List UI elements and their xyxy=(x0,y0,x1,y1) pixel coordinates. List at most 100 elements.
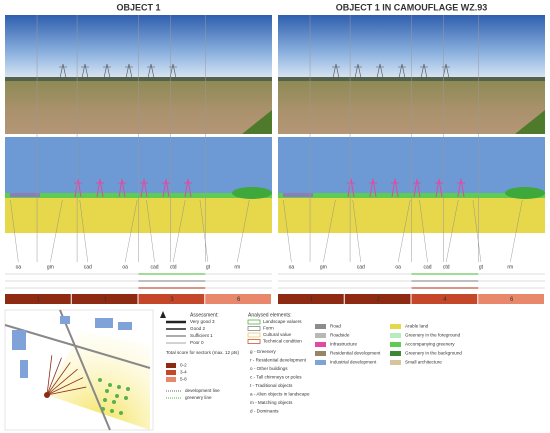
map-object xyxy=(44,392,50,398)
map-tree xyxy=(117,385,121,389)
score-segment xyxy=(205,294,271,304)
north-arrow xyxy=(160,311,166,318)
label-leader xyxy=(237,199,250,263)
legend-text: Total score for sectors (max. 12 pts) xyxy=(166,350,239,355)
legend-text: Infrastructure xyxy=(330,342,358,347)
map-tree xyxy=(115,394,119,398)
label-leader xyxy=(397,199,411,263)
sector-label: oa xyxy=(289,264,295,270)
map-sector xyxy=(46,368,78,396)
map-sector xyxy=(46,377,84,396)
legend-text: c - Tall chimneys or poles xyxy=(250,375,302,380)
legend-text: d - Dominants xyxy=(250,409,279,414)
map-sector xyxy=(46,386,87,396)
label-leader xyxy=(10,199,19,263)
score-segment xyxy=(278,294,344,304)
score-segment xyxy=(71,294,138,304)
landuse-swatch xyxy=(390,333,401,338)
score-segment xyxy=(138,294,205,304)
pylon xyxy=(81,63,89,79)
label-leader xyxy=(79,199,88,263)
sector-label: gm xyxy=(320,264,327,270)
sector-label: gt xyxy=(206,264,211,270)
legend-text: 5-8 xyxy=(180,377,187,382)
seg-infrastructure xyxy=(369,178,377,198)
legend-text: Form xyxy=(263,326,274,331)
sector-label: gm xyxy=(47,264,54,270)
map-tree xyxy=(103,398,107,402)
sector-label: oa xyxy=(16,264,22,270)
label-leader xyxy=(124,199,138,263)
sector-label: cad xyxy=(150,264,158,270)
legend-text: m - Matching objects xyxy=(250,400,293,405)
landuse-swatch xyxy=(390,342,401,347)
sector-label: rm xyxy=(507,264,513,270)
legend-text: a - Alien objects in landscape xyxy=(250,392,310,397)
sector-label: oa xyxy=(122,264,128,270)
legend-text: greenery line xyxy=(185,395,212,400)
legend-text: g - Greenery xyxy=(250,349,276,354)
map-building xyxy=(12,330,26,350)
label-leader xyxy=(323,199,336,263)
legend-text: Industrial development xyxy=(330,360,377,365)
score-label: 3 xyxy=(170,297,174,303)
seg-residential xyxy=(10,193,40,197)
seg-trees xyxy=(232,187,272,199)
score-label: 1 xyxy=(103,297,107,303)
legend-text: development line xyxy=(185,388,220,393)
pylon xyxy=(59,63,67,79)
map-tree xyxy=(126,387,130,391)
label-leader xyxy=(199,199,209,263)
legend-text: Very good 3 xyxy=(190,319,215,324)
legend-text: Road xyxy=(330,324,341,329)
pylon xyxy=(354,63,362,79)
landuse-swatch xyxy=(315,342,326,347)
photo-greenery xyxy=(515,110,545,134)
map-building xyxy=(20,360,28,378)
seg-infrastructure xyxy=(347,178,355,198)
sector-label: cad xyxy=(357,264,365,270)
landuse-swatch xyxy=(315,360,326,365)
seg-infrastructure xyxy=(162,178,170,198)
seg-infrastructure xyxy=(184,178,192,198)
score-swatch xyxy=(166,363,176,368)
score-swatch xyxy=(166,370,176,375)
legend-text: Arable land xyxy=(405,324,429,329)
legend-text: Sufficient 1 xyxy=(190,333,213,338)
map-tree xyxy=(108,383,112,387)
legend-text: Roadside xyxy=(330,333,350,338)
legend-text: Accompanying greenery xyxy=(405,342,455,347)
analysed-swatch xyxy=(247,326,261,331)
label-leader xyxy=(50,199,63,263)
sector-label: cad xyxy=(423,264,431,270)
score-label: 1 xyxy=(37,297,41,303)
score-segment xyxy=(411,294,478,304)
sector-label: rm xyxy=(234,264,240,270)
legend-text: r - Residential development xyxy=(250,358,307,363)
sector-label: ctd xyxy=(443,264,450,270)
seg-infrastructure xyxy=(435,178,443,198)
seg-infrastructure xyxy=(74,178,82,198)
pylon xyxy=(332,63,340,79)
score-segment xyxy=(478,294,544,304)
seg-residential xyxy=(283,193,313,197)
map-building xyxy=(95,318,113,328)
seg-trees xyxy=(505,187,545,199)
score-label: 4 xyxy=(443,297,447,303)
legend-text: Greenery in the background xyxy=(405,351,462,356)
score-label: 2 xyxy=(376,297,380,303)
map-sector xyxy=(46,362,71,396)
map-tree xyxy=(105,389,109,393)
landuse-swatch xyxy=(390,351,401,356)
legend-text: Landscape valuers xyxy=(263,319,302,324)
map-tree xyxy=(101,407,105,411)
label-leader xyxy=(510,199,523,263)
sector-label: oa xyxy=(395,264,401,270)
legend-text: Cultural value xyxy=(263,332,292,337)
sector-label: gt xyxy=(479,264,484,270)
score-label: 1 xyxy=(310,297,314,303)
map-tree xyxy=(110,409,114,413)
map-tree xyxy=(124,396,128,400)
landuse-swatch xyxy=(315,333,326,338)
